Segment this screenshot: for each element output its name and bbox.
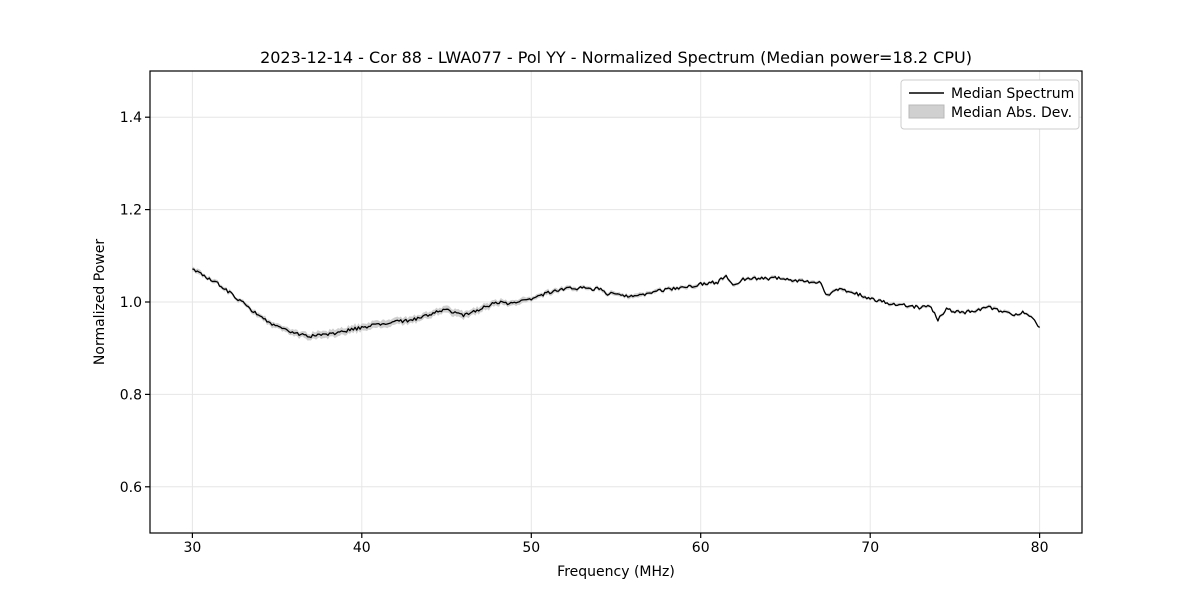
x-tick-label: 60 xyxy=(692,540,710,556)
mad-band-group xyxy=(192,266,1040,341)
mad-band xyxy=(192,266,1040,341)
y-tick-label: 0.6 xyxy=(120,480,142,496)
legend-box xyxy=(900,79,1080,130)
legend: Median Spectrum Median Abs. Dev. xyxy=(900,79,1080,130)
y-tick-label: 1.0 xyxy=(120,295,142,311)
y-tick-label: 0.8 xyxy=(120,387,142,403)
chart-title: 2023-12-14 - Cor 88 - LWA077 - Pol YY - … xyxy=(260,48,972,67)
x-tick-label: 70 xyxy=(861,540,879,556)
x-tick-label: 80 xyxy=(1031,540,1049,556)
median-spectrum-line-group xyxy=(192,268,1041,339)
median-spectrum-line xyxy=(192,268,1041,339)
legend-label-median-abs-dev: Median Abs. Dev. xyxy=(951,105,1072,121)
axis-tick-labels: 30 40 50 60 70 80 0.6 0.8 1.0 1.2 1.4 xyxy=(120,110,1049,556)
x-tick-label: 40 xyxy=(353,540,371,556)
x-tick-label: 30 xyxy=(183,540,201,556)
x-axis-label: Frequency (MHz) xyxy=(557,564,675,580)
y-tick-label: 1.4 xyxy=(120,110,142,126)
axis-ticks xyxy=(145,116,1041,538)
y-axis-label: Normalized Power xyxy=(92,239,108,365)
legend-patch-sample xyxy=(908,104,945,119)
y-tick-label: 1.2 xyxy=(120,203,142,219)
legend-label-median-spectrum: Median Spectrum xyxy=(951,86,1074,102)
x-tick-label: 50 xyxy=(522,540,540,556)
